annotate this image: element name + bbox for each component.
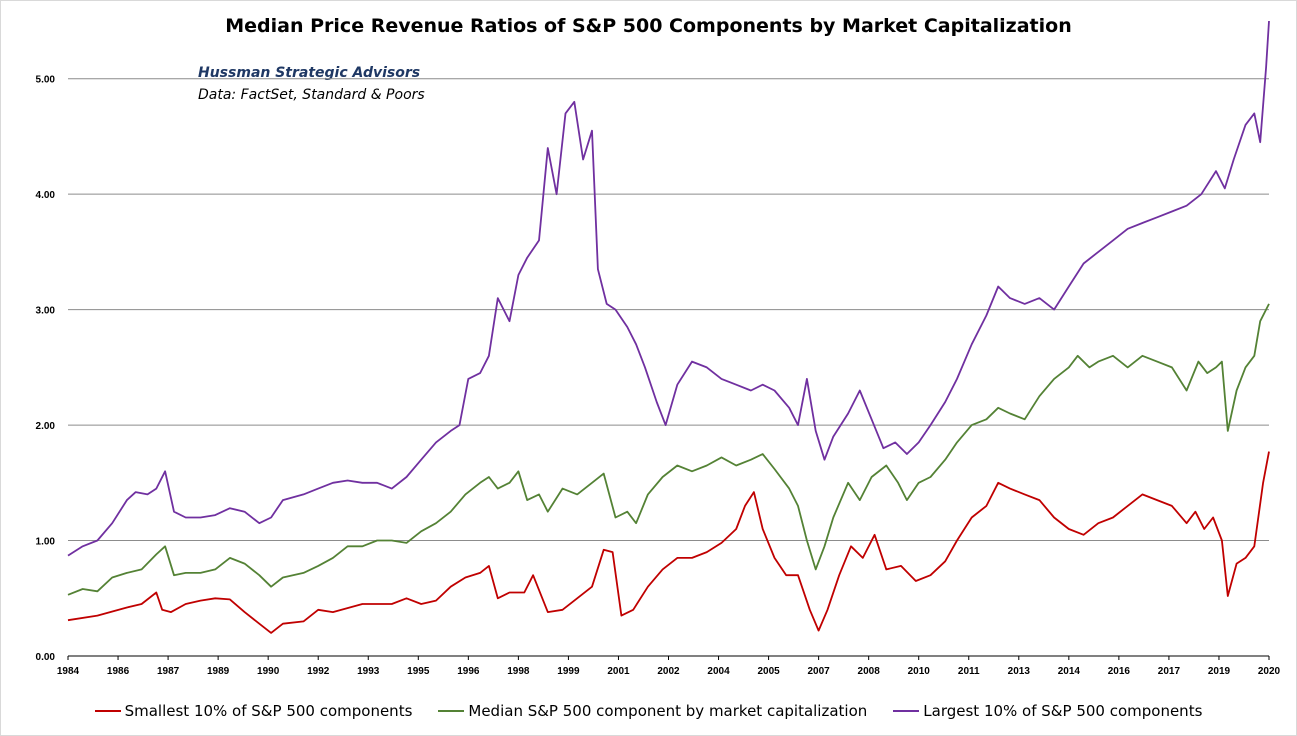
x-tick-label: 2019 [1208, 666, 1231, 677]
series-line-1 [67, 303, 1270, 596]
x-tick-label: 2010 [908, 666, 931, 677]
legend: Smallest 10% of S&P 500 components Media… [1, 702, 1296, 720]
source-annotation: Hussman Strategic Advisors [198, 65, 421, 81]
legend-item-largest: Largest 10% of S&P 500 components [893, 702, 1202, 720]
x-tick-label: 1993 [357, 666, 380, 677]
x-tick-label: 2016 [1108, 666, 1131, 677]
x-tick-label: 2005 [757, 666, 780, 677]
x-tick-label: 2008 [858, 666, 881, 677]
legend-item-smallest: Smallest 10% of S&P 500 components [94, 702, 413, 720]
x-tick-label: 2002 [657, 666, 680, 677]
data-annotation: Data: FactSet, Standard & Poors [198, 87, 425, 103]
legend-swatch-smallest [94, 710, 121, 712]
chart-title: Median Price Revenue Ratios of S&P 500 C… [225, 15, 1072, 37]
y-tick-label: 4.00 [36, 190, 56, 201]
x-tick-label: 2020 [1258, 666, 1281, 677]
y-tick-label: 2.00 [36, 421, 56, 432]
legend-label-median: Median S&P 500 component by market capit… [468, 702, 868, 720]
x-tick-label: 1990 [257, 666, 280, 677]
x-tick-label: 2004 [707, 666, 730, 677]
y-tick-label: 0.00 [36, 652, 56, 663]
y-tick-label: 5.00 [36, 75, 56, 86]
x-tick-label: 2001 [607, 666, 630, 677]
x-tick-label: 2013 [1008, 666, 1031, 677]
legend-swatch-median [438, 710, 465, 712]
legend-label-largest: Largest 10% of S&P 500 components [923, 702, 1203, 720]
series-line-0 [67, 451, 1270, 634]
x-tick-label: 1999 [557, 666, 580, 677]
y-tick-label: 3.00 [36, 306, 56, 317]
y-tick-label: 1.00 [36, 537, 56, 548]
legend-label-smallest: Smallest 10% of S&P 500 components [124, 702, 413, 720]
series-line-2 [67, 20, 1270, 557]
x-tick-label: 1995 [407, 666, 430, 677]
x-tick-label: 2007 [808, 666, 831, 677]
x-tick-label: 2017 [1158, 666, 1181, 677]
legend-item-median: Median S&P 500 component by market capit… [438, 702, 867, 720]
x-tick-label: 1984 [57, 666, 80, 677]
x-tick-label: 2014 [1058, 666, 1081, 677]
x-tick-label: 1989 [207, 666, 230, 677]
x-tick-label: 2011 [958, 666, 980, 677]
x-tick-label: 1992 [307, 666, 330, 677]
x-tick-label: 1998 [507, 666, 530, 677]
x-tick-label: 1986 [107, 666, 130, 677]
x-tick-label: 1987 [157, 666, 180, 677]
x-tick-label: 1996 [457, 666, 480, 677]
legend-swatch-largest [893, 710, 920, 712]
